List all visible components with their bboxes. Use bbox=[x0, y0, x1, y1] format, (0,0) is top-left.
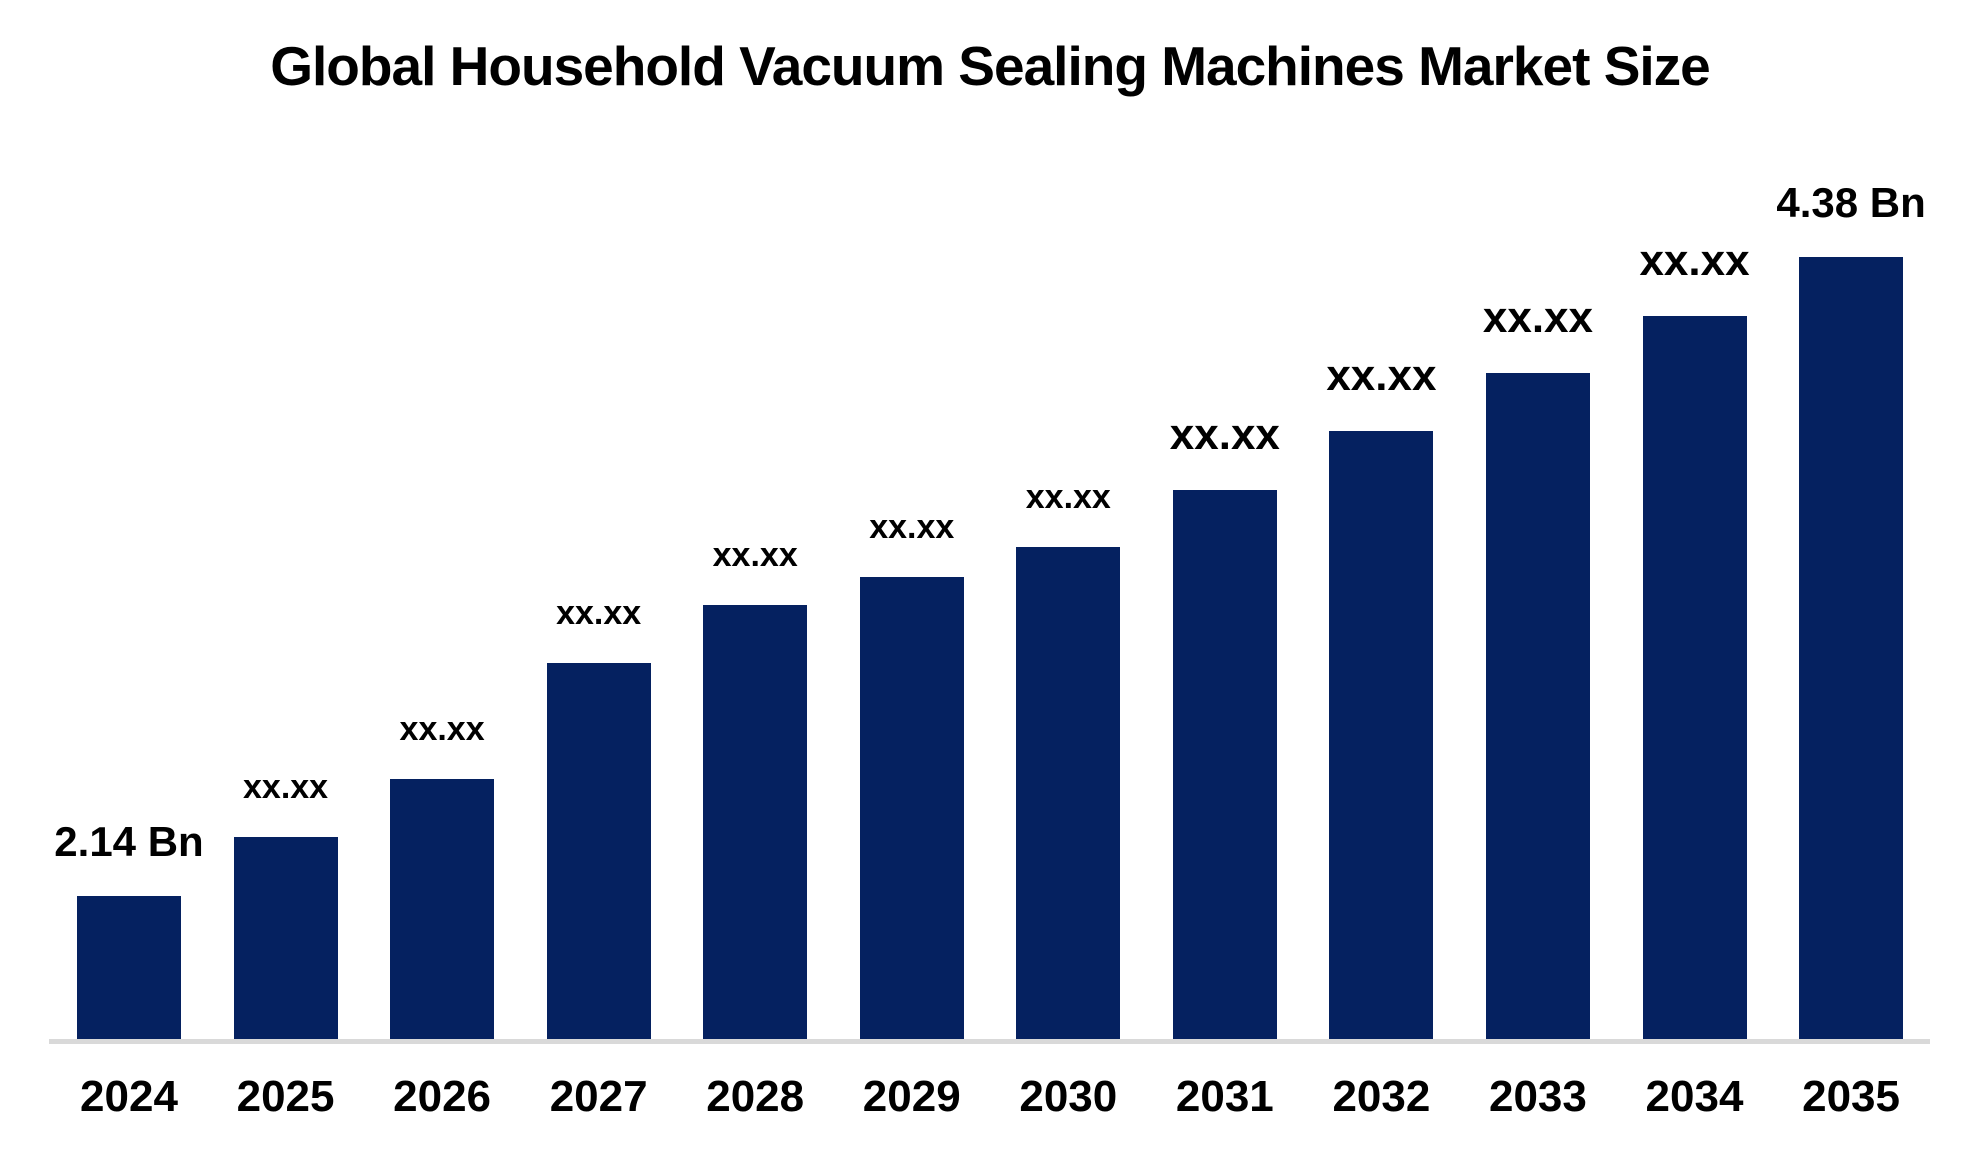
x-tick-2035: 2035 bbox=[1802, 1072, 1900, 1121]
bar-2028 bbox=[703, 605, 808, 1039]
x-axis-line bbox=[49, 1039, 1930, 1044]
bar-2031 bbox=[1172, 490, 1277, 1039]
bar-label-2030: xx.xx bbox=[1025, 478, 1111, 516]
bar-label-2035: 4.38 Bn bbox=[1776, 179, 1926, 226]
bar-2035 bbox=[1799, 257, 1904, 1039]
bar-label-2024: 2.14 Bn bbox=[54, 818, 204, 865]
x-tick-2026: 2026 bbox=[393, 1072, 492, 1121]
bar-2034 bbox=[1642, 316, 1747, 1039]
x-tick-2028: 2028 bbox=[706, 1072, 805, 1121]
x-tick-2031: 2031 bbox=[1175, 1072, 1274, 1121]
bar-2027 bbox=[546, 663, 651, 1039]
bar-label-2034: xx.xx bbox=[1639, 236, 1750, 285]
bar-2030 bbox=[1016, 547, 1121, 1039]
x-tick-2025: 2025 bbox=[236, 1072, 335, 1121]
bar-label-2028: xx.xx bbox=[712, 536, 798, 574]
bar-label-2027: xx.xx bbox=[556, 594, 642, 632]
x-tick-2030: 2030 bbox=[1019, 1072, 1118, 1121]
bar-label-2031: xx.xx bbox=[1169, 410, 1280, 459]
bar-label-2029: xx.xx bbox=[869, 508, 955, 546]
bar-label-2033: xx.xx bbox=[1482, 293, 1593, 342]
bar-2029 bbox=[859, 577, 964, 1039]
bar-2026 bbox=[390, 779, 495, 1039]
bar-2025 bbox=[233, 837, 338, 1039]
x-tick-2027: 2027 bbox=[549, 1072, 648, 1121]
bar-label-2032: xx.xx bbox=[1326, 351, 1437, 400]
x-tick-2024: 2024 bbox=[80, 1072, 178, 1121]
bar-2033 bbox=[1485, 373, 1590, 1039]
x-tick-2033: 2033 bbox=[1488, 1072, 1587, 1121]
bar-label-2026: xx.xx bbox=[399, 710, 485, 748]
x-tick-2034: 2034 bbox=[1645, 1072, 1744, 1121]
chart-title: Global Household Vacuum Sealing Machines… bbox=[270, 35, 1711, 97]
bar-2024 bbox=[77, 896, 181, 1039]
x-tick-2032: 2032 bbox=[1332, 1072, 1431, 1121]
x-tick-2029: 2029 bbox=[862, 1072, 961, 1121]
bar-label-2025: xx.xx bbox=[243, 768, 329, 806]
bar-2032 bbox=[1329, 431, 1434, 1039]
